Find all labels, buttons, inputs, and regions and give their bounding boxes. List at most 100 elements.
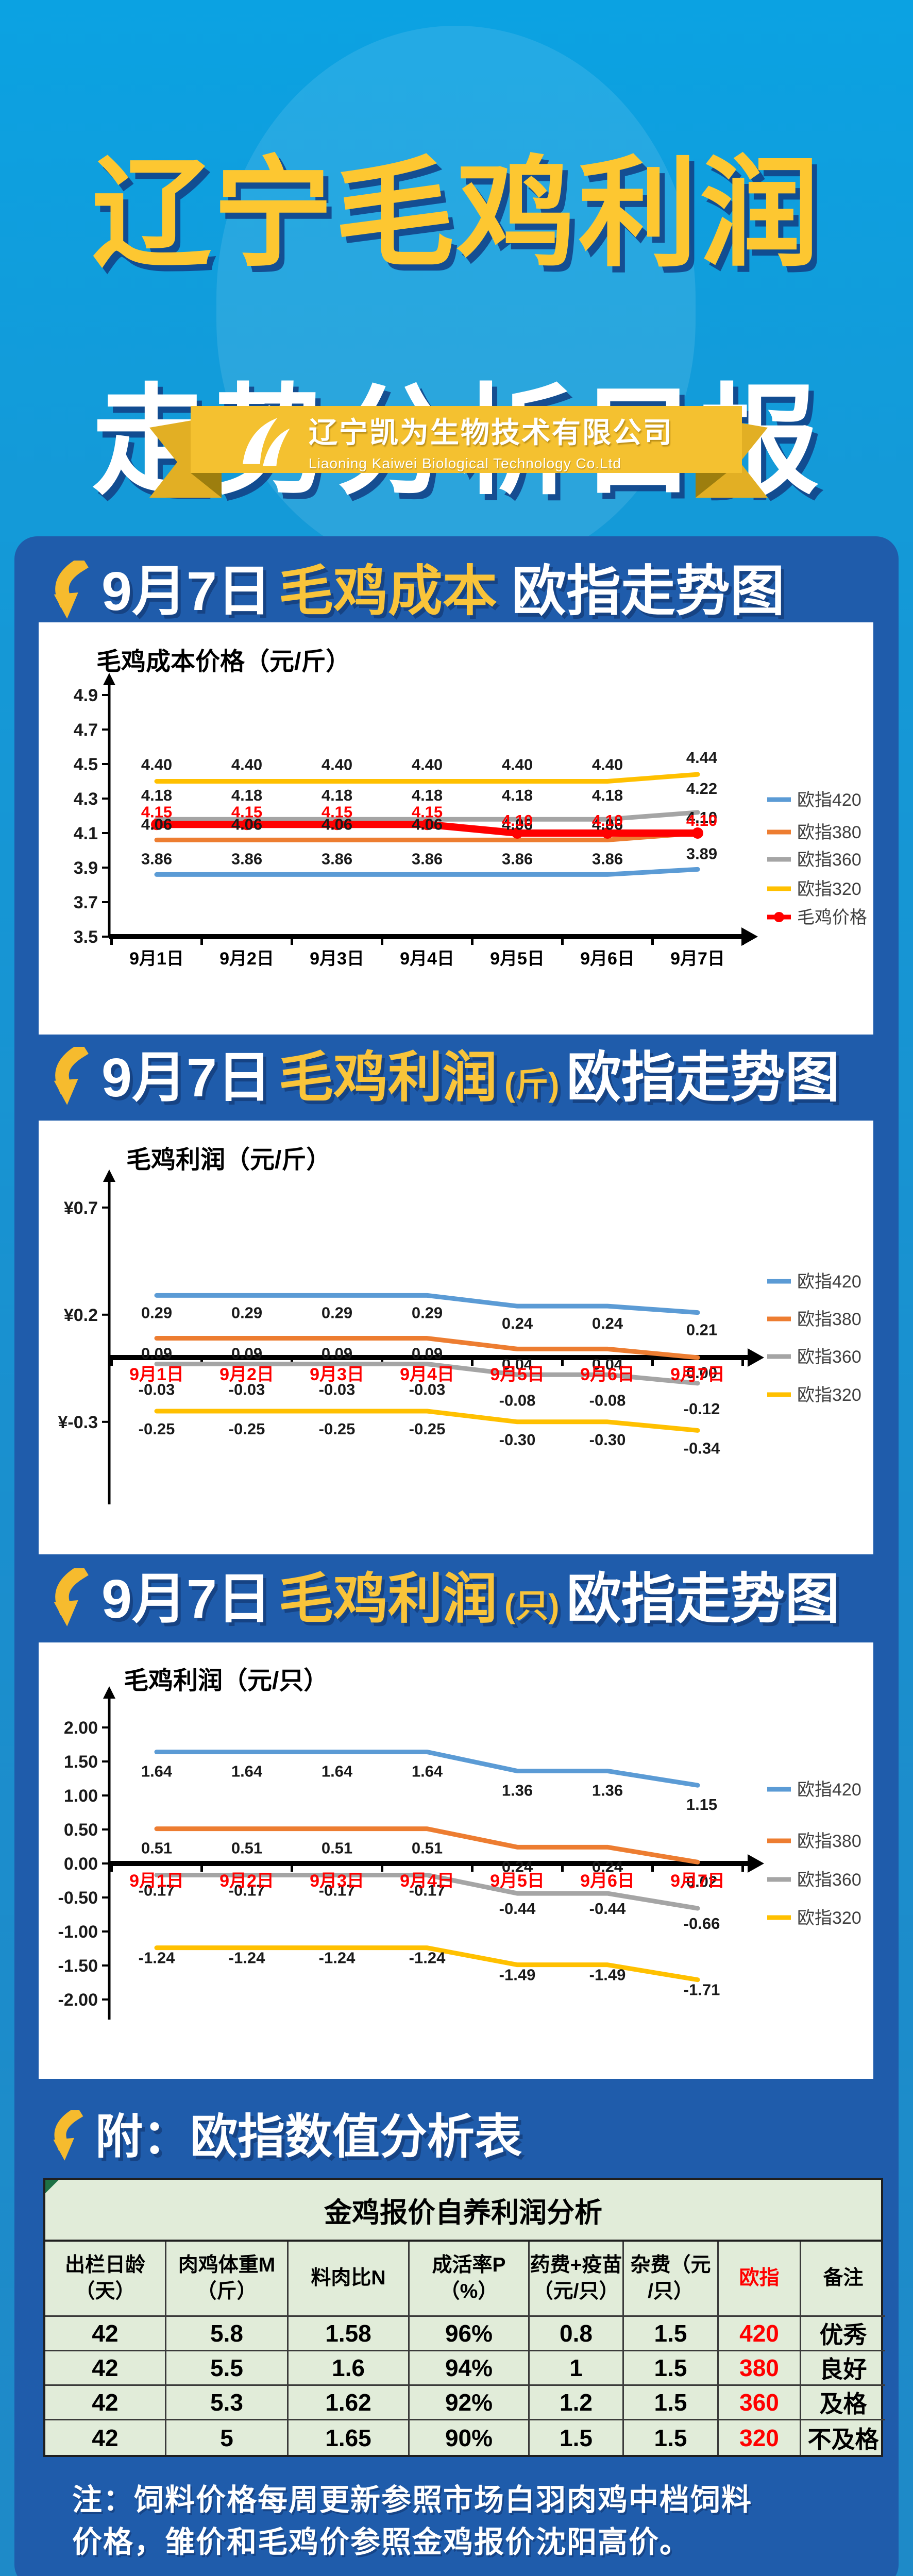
legend-label: 欧指360 [797,850,861,870]
x-label: 9月2日 [219,949,274,969]
value-label-欧指320: -1.49 [589,1966,626,1984]
value-label-欧指360: -0.03 [229,1380,265,1398]
value-label-欧指320: 4.40 [231,756,262,774]
table-header-7: 备注 [801,2242,885,2317]
y-tick-label: ¥0.2 [64,1306,98,1325]
x-label: 9月4日 [400,949,454,969]
table-cell-r2-c2: 1.62 [289,2386,410,2420]
x-label: 9月6日 [580,1871,635,1891]
profit-jin-chart-panel: ¥0.7 ¥0.2 ¥-0.3 0.29 0.29 0.29 0.29 0.24 0.24 0.2… [39,1121,873,1554]
section4-title: 附：欧指数值分析表 [95,2111,522,2163]
ribbon-left-fold [191,473,222,498]
section2-tail: 欧指走势图 [566,1047,840,1108]
table-cell-r1-c7: 良好 [801,2351,885,2386]
value-label-欧指320: 4.40 [141,756,172,774]
section2-highlight: 毛鸡利润 [278,1047,497,1108]
company-banner: 辽宁凯为生物技术有限公司 Liaoning Kaiwei Biological … [234,410,673,472]
section1-date: 9月7日 [102,561,272,622]
value-label-欧指380: 0.24 [592,1857,623,1875]
value-label-欧指420: 1.64 [412,1762,443,1781]
x-label: 9月7日 [670,1871,725,1891]
series-line-欧指380 [154,1826,700,1865]
value-label-欧指360: -0.66 [684,1914,720,1933]
table-cell-r2-c7: 及格 [801,2386,885,2420]
section3-unit: (只) [504,1587,560,1624]
value-label-欧指420: 1.64 [322,1762,353,1781]
value-label-欧指380: 0.02 [686,1872,717,1890]
section-header-table: 附：欧指数值分析表 [49,2110,522,2164]
profit-bird-chart-panel: 2.00 1.50 1.00 0.50 0.00 -0.50 -1.00 -1.50 -2.00… [39,1642,873,2079]
arrow-down-right-icon [54,1047,89,1105]
value-label-欧指420: 1.15 [686,1795,717,1814]
series-line-欧指420 [154,1293,700,1315]
value-label-欧指360: -0.17 [229,1881,265,1899]
x-label: 9月2日 [219,1365,274,1384]
y-tick-label: 0.00 [64,1854,98,1874]
x-label: 9月5日 [490,949,545,969]
section3-date: 9月7日 [102,1569,272,1630]
y-tick-label: -1.50 [58,1956,98,1976]
value-label-欧指320: -1.24 [319,1949,356,1967]
series-line-欧指420 [154,867,700,877]
table-cell-r3-c0: 42 [45,2420,166,2455]
ribbon-right-fold [696,473,726,498]
value-label-欧指320: 4.40 [412,756,443,774]
legend-label: 欧指320 [797,879,861,899]
table-header-0: 出栏日龄 （天） [45,2242,166,2317]
table-cell-r1-c6: 380 [719,2351,801,2386]
table-cell-r1-c3: 94% [410,2351,530,2386]
section3-tail: 欧指走势图 [566,1569,840,1630]
value-label-欧指320: -0.25 [229,1420,265,1438]
value-label-欧指320: 4.40 [322,756,352,774]
value-label-欧指380: 0.09 [322,1345,352,1363]
x-axis-arrow [748,1348,764,1367]
value-label-欧指420: 0.29 [322,1303,352,1321]
x-axis-arrow [748,1854,764,1873]
legend-label: 欧指380 [797,823,861,842]
section-header-profit-bird: 9月7日 毛鸡利润 (只) 欧指走势图 [49,1568,840,1630]
series-line-欧指420 [154,1750,700,1788]
table-cell-r2-c6: 360 [719,2386,801,2420]
value-label-欧指380: 4.06 [412,815,443,833]
y-tick-label: 3.9 [74,858,98,878]
series-line-欧指320 [154,772,700,784]
arrow-down-right-icon [53,2110,83,2161]
x-label: 9月6日 [580,949,635,969]
legend-label: 欧指360 [797,1870,861,1890]
value-label-欧指360: -0.17 [319,1881,356,1899]
footnote-line2: 价格，雏价和毛鸡价参照金鸡报价沈阳高价。 [72,2526,691,2559]
value-label-欧指320: -0.30 [499,1431,536,1449]
series-line-欧指380 [154,1336,700,1360]
value-label-欧指420: 1.36 [592,1781,623,1799]
section-header-cost: 9月7日 毛鸡成本 欧指走势图 [49,561,785,622]
value-label-欧指380: 0.00 [686,1364,717,1382]
x-label: 9月1日 [129,1871,184,1891]
value-label-欧指360: -0.03 [319,1380,356,1398]
value-label-欧指380: 4.10 [686,808,717,826]
table-grid: 出栏日龄 （天） 肉鸡体重M （斤） 料肉比N 成活率P （%） 药费+疫苗 （元/只）… [45,2242,885,2455]
value-label-欧指320: -1.24 [409,1949,446,1967]
legend-label: 欧指360 [797,1347,861,1367]
table-cell-r3-c1: 5 [166,2420,289,2455]
value-label-欧指380: 4.06 [231,815,262,833]
value-label-欧指380: 0.24 [502,1857,533,1875]
value-label-欧指360: -0.17 [409,1881,446,1899]
legend-label: 欧指420 [797,1272,861,1292]
value-label-欧指360: -0.12 [684,1400,720,1418]
value-label-欧指420: 0.24 [592,1314,623,1332]
table-cell-r3-c3: 90% [410,2420,530,2455]
legend-label: 欧指380 [797,1832,861,1851]
value-label-欧指320: 4.40 [502,756,533,774]
value-label-欧指360: -0.08 [589,1391,626,1409]
y-tick-label: 2.00 [64,1718,98,1738]
y-tick-label: 4.1 [74,824,98,843]
table-cell-r1-c0: 42 [45,2351,166,2386]
value-label-欧指380: 0.51 [322,1839,352,1857]
value-label-欧指380: 0.51 [231,1839,262,1857]
legend-label: 欧指380 [797,1310,861,1329]
table-cell-r2-c4: 1.2 [530,2386,624,2420]
series-marker-毛鸡价格 [421,819,433,831]
value-label-欧指380: 0.04 [502,1355,533,1373]
value-label-欧指360: -0.03 [409,1380,446,1398]
table-title-text: 金鸡报价自养利润分析 [324,2197,602,2228]
